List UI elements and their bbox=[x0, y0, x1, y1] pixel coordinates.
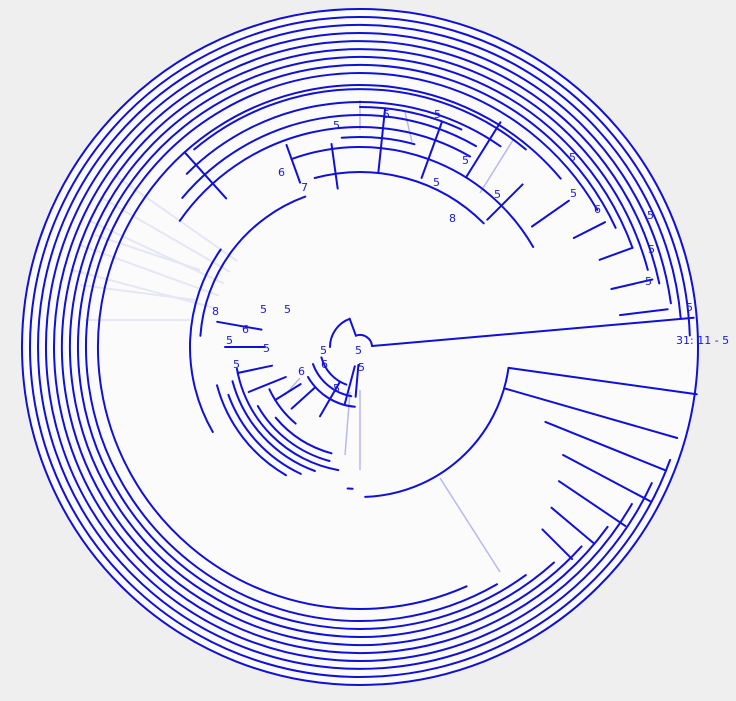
node-label: 5 bbox=[570, 187, 577, 200]
node-label: 5 bbox=[260, 303, 267, 316]
node-label: 5 bbox=[333, 119, 340, 132]
node-label: 5 bbox=[647, 209, 654, 222]
node-label: 6 bbox=[298, 365, 305, 378]
node-label: 5 bbox=[358, 361, 365, 374]
node-label: 5 bbox=[383, 108, 390, 121]
node-label: 5 bbox=[462, 154, 469, 167]
node-label: 5 bbox=[434, 108, 441, 121]
node-label: 5 bbox=[645, 275, 652, 288]
node-label: 7 bbox=[301, 181, 308, 194]
node-label: 5 bbox=[226, 334, 233, 347]
node-label: 5 bbox=[263, 342, 270, 355]
node-label: 5 bbox=[320, 344, 327, 357]
root-label: 31: 11 - 5 bbox=[676, 334, 729, 347]
node-label: 5 bbox=[233, 358, 240, 371]
node-label: 5 bbox=[433, 176, 440, 189]
node-label: 6 bbox=[594, 203, 601, 216]
node-label: 5 bbox=[284, 303, 291, 316]
node-label: 5 bbox=[494, 188, 501, 201]
node-label: 5 bbox=[355, 344, 362, 357]
node-label: 5 bbox=[686, 301, 693, 314]
node-label: 5 bbox=[569, 151, 576, 164]
node-label: 6 bbox=[321, 358, 328, 371]
node-label: 5 bbox=[333, 382, 340, 395]
node-label: 8 bbox=[449, 212, 456, 225]
node-label: 5 bbox=[648, 243, 655, 256]
node-label: 8 bbox=[212, 305, 219, 318]
node-label: 6 bbox=[242, 323, 249, 336]
node-label: 6 bbox=[278, 166, 285, 179]
